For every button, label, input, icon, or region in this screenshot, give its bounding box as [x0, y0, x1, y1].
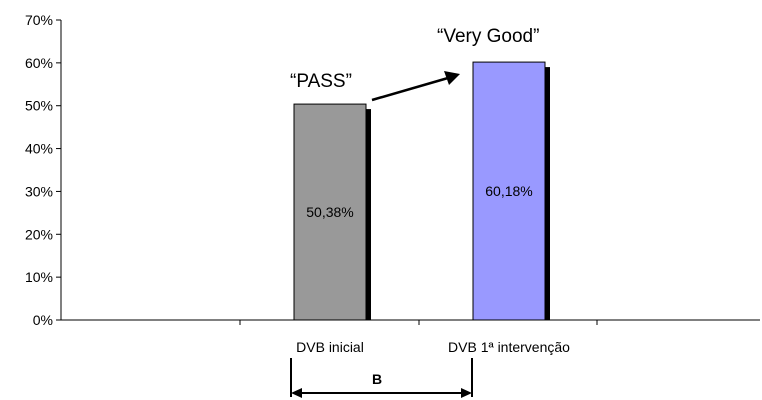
bracket-arrowhead-left	[291, 388, 302, 398]
bracket-label: B	[372, 371, 382, 387]
bars: 50,38% 60,18%	[293, 61, 550, 321]
y-tick-label: 50%	[25, 98, 53, 114]
bar	[472, 61, 546, 321]
y-tick-label: 0%	[33, 312, 53, 328]
y-tick-label: 10%	[25, 269, 53, 285]
x-axis: DVB inicial DVB 1ª intervenção	[61, 319, 760, 355]
y-axis: 0% 10% 20% 30% 40% 50% 60% 70%	[25, 12, 62, 328]
bracket: B	[290, 358, 473, 398]
y-tick-label: 30%	[25, 183, 53, 199]
bar	[293, 103, 367, 321]
y-tick-label: 20%	[25, 226, 53, 242]
bar-value-label: 60,18%	[485, 183, 532, 199]
y-tick-label: 60%	[25, 55, 53, 71]
annotation-arrowhead	[444, 71, 460, 85]
annotation-arrow	[371, 76, 449, 102]
bracket-arrowhead-right	[461, 388, 472, 398]
x-category-label: DVB inicial	[296, 339, 364, 355]
annotations: “PASS” “Very Good”	[290, 26, 539, 102]
annotation-very-good: “Very Good”	[437, 26, 539, 47]
y-tick-label: 70%	[25, 12, 53, 28]
bar-value-label: 50,38%	[306, 204, 353, 220]
x-category-label: DVB 1ª intervenção	[448, 339, 570, 355]
y-tick-label: 40%	[25, 141, 53, 157]
annotation-pass: “PASS”	[290, 71, 352, 92]
